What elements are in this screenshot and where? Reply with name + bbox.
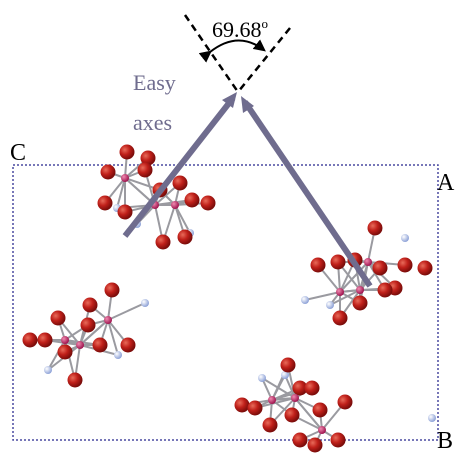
bond bbox=[108, 303, 145, 320]
o-atom bbox=[293, 433, 308, 448]
o-atom bbox=[68, 373, 83, 388]
o-atom bbox=[156, 235, 171, 250]
o-atom bbox=[138, 163, 153, 178]
o-atom bbox=[418, 261, 433, 276]
o-atom bbox=[93, 338, 108, 353]
angle-value: 69.68 bbox=[212, 17, 262, 42]
o-atom bbox=[378, 283, 393, 298]
o-atom bbox=[51, 311, 66, 326]
o-atom bbox=[185, 193, 200, 208]
angle-arc bbox=[210, 40, 264, 52]
metal-atom bbox=[171, 201, 179, 209]
o-atom bbox=[81, 318, 96, 333]
metal-atom bbox=[61, 336, 69, 344]
o-atom bbox=[101, 165, 116, 180]
o-atom bbox=[173, 176, 188, 191]
o-atom bbox=[333, 311, 348, 326]
metal-atom bbox=[76, 341, 84, 349]
h-atom bbox=[141, 299, 149, 307]
h-atom bbox=[301, 296, 309, 304]
metal-atom bbox=[104, 316, 112, 324]
metal-atom bbox=[356, 286, 364, 294]
o-atom bbox=[248, 401, 263, 416]
h-atom bbox=[114, 351, 122, 359]
easy-axis-arrow bbox=[245, 102, 370, 286]
metal-atom bbox=[336, 288, 344, 296]
corner-label: B bbox=[437, 428, 453, 454]
o-atom bbox=[263, 418, 278, 433]
o-atom bbox=[105, 283, 120, 298]
h-atom bbox=[44, 366, 52, 374]
o-atom bbox=[308, 438, 323, 453]
o-atom bbox=[235, 398, 250, 413]
o-atom bbox=[201, 196, 216, 211]
h-atom bbox=[326, 301, 334, 309]
axes-label: Easy bbox=[133, 70, 176, 95]
o-atom bbox=[331, 433, 346, 448]
metal-atom bbox=[121, 174, 129, 182]
o-atom bbox=[38, 333, 53, 348]
o-atom bbox=[98, 196, 113, 211]
o-atom bbox=[373, 261, 388, 276]
unit-cell bbox=[13, 165, 438, 440]
corner-label: A bbox=[437, 170, 455, 196]
o-atom bbox=[281, 358, 296, 373]
o-atom bbox=[58, 345, 73, 360]
o-atom bbox=[368, 221, 383, 236]
figure: 69.68o Easy axes C A B bbox=[0, 0, 457, 461]
o-atom bbox=[23, 333, 38, 348]
corner-label: C bbox=[10, 140, 26, 166]
o-atom bbox=[398, 258, 413, 273]
o-atom bbox=[120, 145, 135, 160]
o-atom bbox=[353, 296, 368, 311]
h-atom bbox=[428, 414, 436, 422]
o-atom bbox=[338, 395, 353, 410]
metal-atom bbox=[318, 426, 326, 434]
molecules bbox=[23, 145, 437, 453]
o-atom bbox=[121, 338, 136, 353]
o-atom bbox=[118, 205, 133, 220]
metal-atom bbox=[268, 396, 276, 404]
o-atom bbox=[285, 408, 300, 423]
h-atom bbox=[258, 374, 266, 382]
o-atom bbox=[305, 381, 320, 396]
o-atom bbox=[331, 255, 346, 270]
o-atom bbox=[311, 258, 326, 273]
o-atom bbox=[178, 230, 193, 245]
h-atom bbox=[401, 234, 409, 242]
o-atom bbox=[313, 403, 328, 418]
o-atom bbox=[83, 298, 98, 313]
angle-label: 69.68o bbox=[212, 16, 268, 42]
metal-atom bbox=[364, 258, 372, 266]
metal-atom bbox=[291, 394, 299, 402]
axes-label: axes bbox=[133, 110, 172, 135]
degree-sign: o bbox=[262, 16, 269, 31]
